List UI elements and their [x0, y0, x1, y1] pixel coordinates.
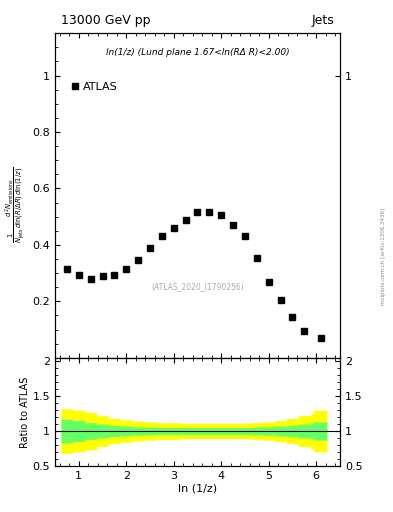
Text: Jets: Jets: [312, 14, 334, 27]
ATLAS: [124, 266, 129, 272]
ATLAS: [207, 209, 212, 216]
Text: $\frac{1}{N_\mathrm{jets}}\frac{d^2 N_\mathrm{emissions}}{d\ln(R/\Delta R)\,d\ln: $\frac{1}{N_\mathrm{jets}}\frac{d^2 N_\m…: [4, 166, 27, 243]
ATLAS: [302, 328, 307, 334]
ATLAS: [319, 335, 323, 341]
ATLAS: [278, 297, 283, 303]
ATLAS: [100, 273, 105, 279]
ATLAS: [231, 222, 235, 228]
ATLAS: [242, 233, 247, 240]
ATLAS: [290, 314, 295, 320]
ATLAS: [88, 275, 93, 282]
Text: 13000 GeV pp: 13000 GeV pp: [61, 14, 150, 27]
Text: mciplots.cern.ch [arXiv:1306.3436]: mciplots.cern.ch [arXiv:1306.3436]: [381, 207, 386, 305]
ATLAS: [171, 225, 176, 231]
Legend: ATLAS: ATLAS: [66, 78, 122, 97]
ATLAS: [112, 271, 117, 278]
ATLAS: [160, 233, 164, 240]
X-axis label: ln (1/z): ln (1/z): [178, 483, 217, 494]
ATLAS: [195, 209, 200, 216]
ATLAS: [219, 212, 224, 218]
ATLAS: [266, 279, 271, 285]
ATLAS: [148, 245, 152, 251]
ATLAS: [76, 271, 81, 278]
ATLAS: [255, 254, 259, 261]
ATLAS: [136, 258, 140, 264]
Y-axis label: Ratio to ATLAS: Ratio to ATLAS: [20, 376, 30, 447]
Text: (ATLAS_2020_I1790256): (ATLAS_2020_I1790256): [151, 282, 244, 291]
ATLAS: [64, 266, 69, 272]
ATLAS: [183, 217, 188, 223]
Text: ln(1/z) (Lund plane 1.67<ln(RΔ R)<2.00): ln(1/z) (Lund plane 1.67<ln(RΔ R)<2.00): [106, 48, 289, 57]
Line: ATLAS: ATLAS: [64, 210, 324, 341]
